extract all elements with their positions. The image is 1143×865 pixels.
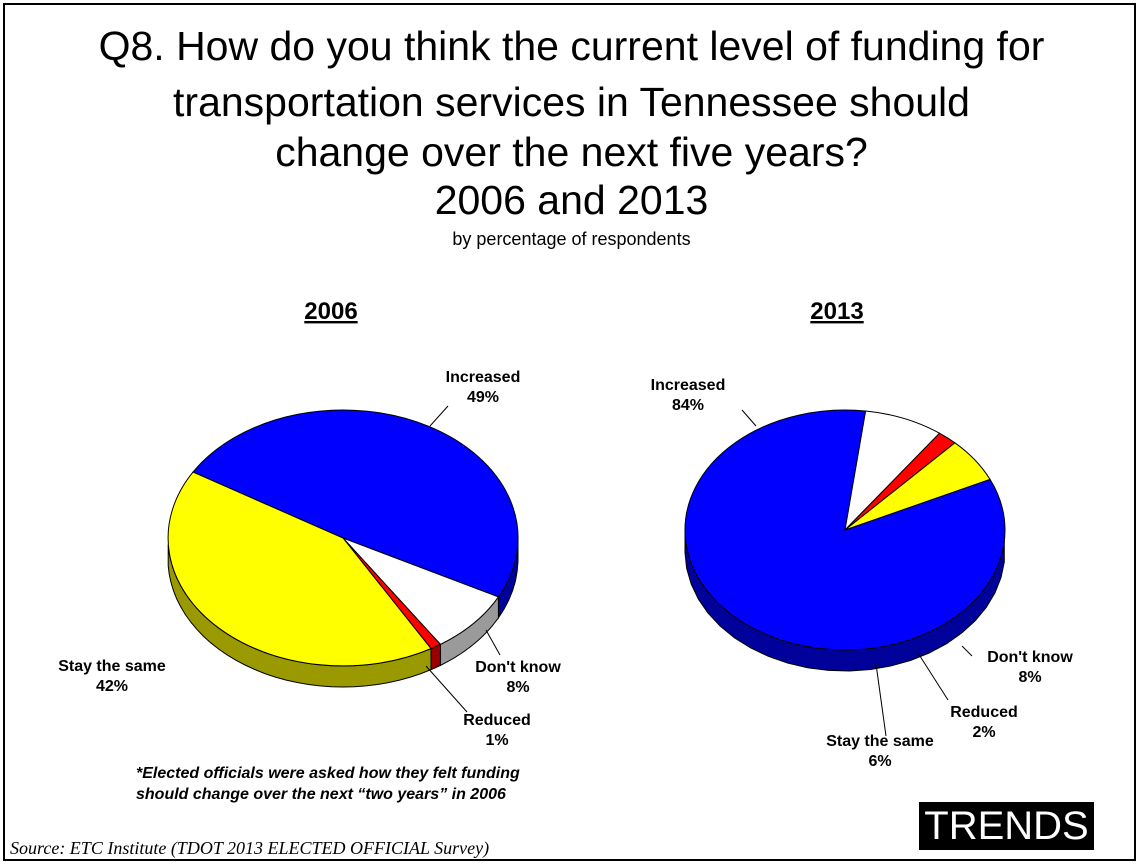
slice-label-name: Stay the same (58, 658, 166, 675)
slice-label-name: Don't know (475, 659, 561, 676)
pie-2006-leader-2 (425, 665, 468, 713)
pie-2013-label-3: Stay the same 6% (826, 733, 934, 770)
slice-label-name: Reduced (950, 704, 1018, 721)
pie-2006-slice-3 (167, 471, 432, 667)
pie-2013-label-0: Increased 84% (651, 377, 726, 414)
pie-2006-leader-1 (485, 629, 501, 656)
chart-title-line-4: 2006 and 2013 (434, 177, 709, 223)
pie-2006-label-0: Increased 49% (446, 369, 521, 406)
footnote-line-1: *Elected officials were asked how they f… (136, 765, 520, 782)
slice-label-value: 49% (467, 389, 499, 406)
slice-label-value: 1% (485, 732, 508, 749)
trends-badge: TRENDS (919, 802, 1094, 850)
chart-title-line-3: change over the next five years? (275, 129, 868, 175)
slice-label-name: Don't know (987, 649, 1073, 666)
pie-2013-leader-0 (741, 409, 757, 427)
slice-label-name: Increased (651, 377, 726, 394)
pie-2013-slice-3 (844, 442, 991, 531)
pie-2013-leader-1 (961, 645, 973, 657)
chart-subtitle: by percentage of respondents (452, 229, 691, 249)
pie-2013-label-2: Reduced 2% (950, 704, 1018, 741)
chart-title-line-1: Q8. How do you think the current level o… (98, 23, 1045, 69)
pie-2006-label-3: Stay the same 42% (58, 658, 166, 695)
footnote: *Elected officials were asked how they f… (136, 763, 656, 805)
slice-label-value: 8% (1018, 669, 1041, 686)
slice-label-name: Reduced (463, 712, 531, 729)
pie-2013-title: 2013 (810, 298, 863, 325)
slice-label-value: 8% (506, 679, 529, 696)
pie-2006-label-2: Reduced 1% (463, 712, 531, 749)
slide-frame (3, 3, 1136, 861)
pie-2006-title: 2006 (304, 298, 357, 325)
slice-label-value: 42% (96, 678, 128, 695)
pie-2006-slice-0 (192, 409, 519, 598)
chart-title-line-2: transportation services in Tennessee sho… (173, 79, 970, 125)
source-note: Source: ETC Institute (TDOT 2013 ELECTED… (10, 838, 490, 858)
slice-label-name: Stay the same (826, 733, 934, 750)
pie-2013-leader-3 (875, 663, 887, 737)
slice-label-name: Increased (446, 369, 521, 386)
pie-2013-leader-2 (917, 652, 949, 701)
slice-label-value: 6% (868, 753, 891, 770)
slice-label-value: 84% (672, 397, 704, 414)
slice-label-value: 2% (972, 724, 995, 741)
pie-2013-label-1: Don't know 8% (987, 649, 1073, 686)
pie-2006-leader-0 (429, 405, 449, 427)
pie-2006-label-1: Don't know 8% (475, 659, 561, 696)
footnote-line-2: should change over the next “two years” … (136, 786, 506, 803)
